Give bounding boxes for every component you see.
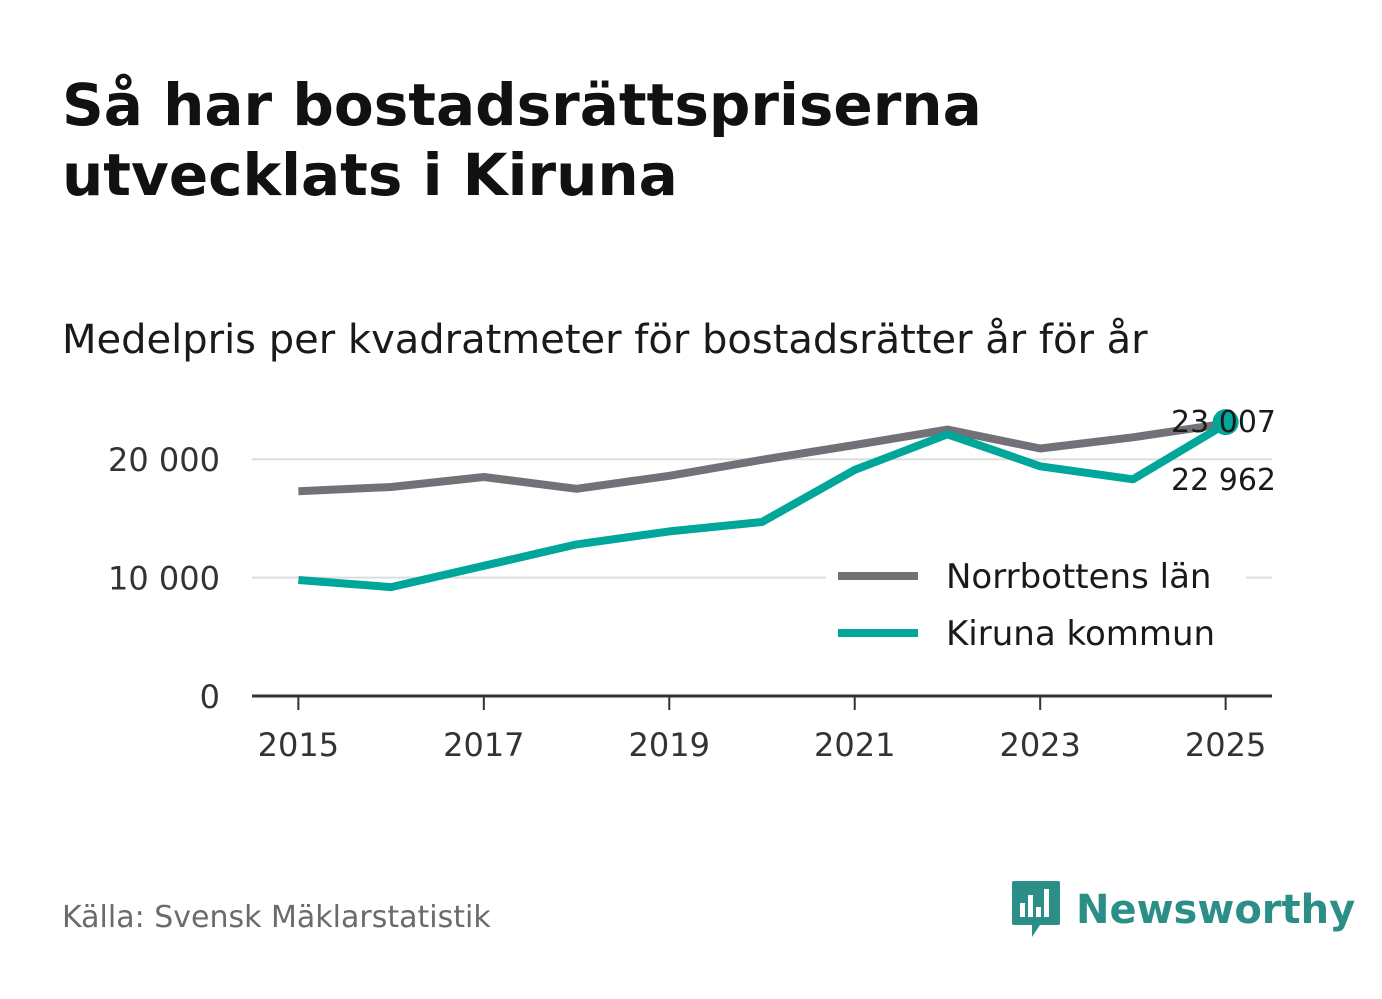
x-tick-label: 2019: [629, 726, 710, 764]
x-tick-label: 2023: [999, 726, 1080, 764]
series-line-2: [298, 420, 1228, 592]
x-tick-label: 2017: [443, 726, 524, 764]
legend-label: Norrbottens län: [946, 557, 1211, 597]
chart-title: Så har bostadsrättspriserna utvecklats i…: [62, 71, 982, 209]
x-tick-label: 2015: [258, 726, 339, 764]
bar-chart-speech-bubble-icon: [1012, 881, 1060, 937]
brand-name: Newsworthy: [1076, 887, 1356, 933]
x-tick-label: 2025: [1185, 726, 1266, 764]
x-tick-label: 2021: [814, 726, 895, 764]
y-tick-label: 0: [200, 678, 220, 716]
end-value-label-norrbotten: 23 007: [1171, 405, 1276, 440]
brand-logo: Newsworthy: [1010, 878, 1355, 942]
series-line-1: [298, 419, 1227, 496]
legend-background: [826, 548, 1246, 672]
end-point-marker: [1212, 409, 1239, 436]
end-value-label-kiruna: 22 962: [1171, 463, 1276, 498]
y-tick-label: 20 000: [108, 441, 220, 479]
y-tick-label: 10 000: [108, 560, 220, 598]
chart-subtitle: Medelpris per kvadratmeter för bostadsrä…: [62, 317, 1148, 363]
source-note: Källa: Svensk Mäklarstatistik: [62, 900, 491, 935]
legend-label: Kiruna kommun: [946, 614, 1215, 654]
